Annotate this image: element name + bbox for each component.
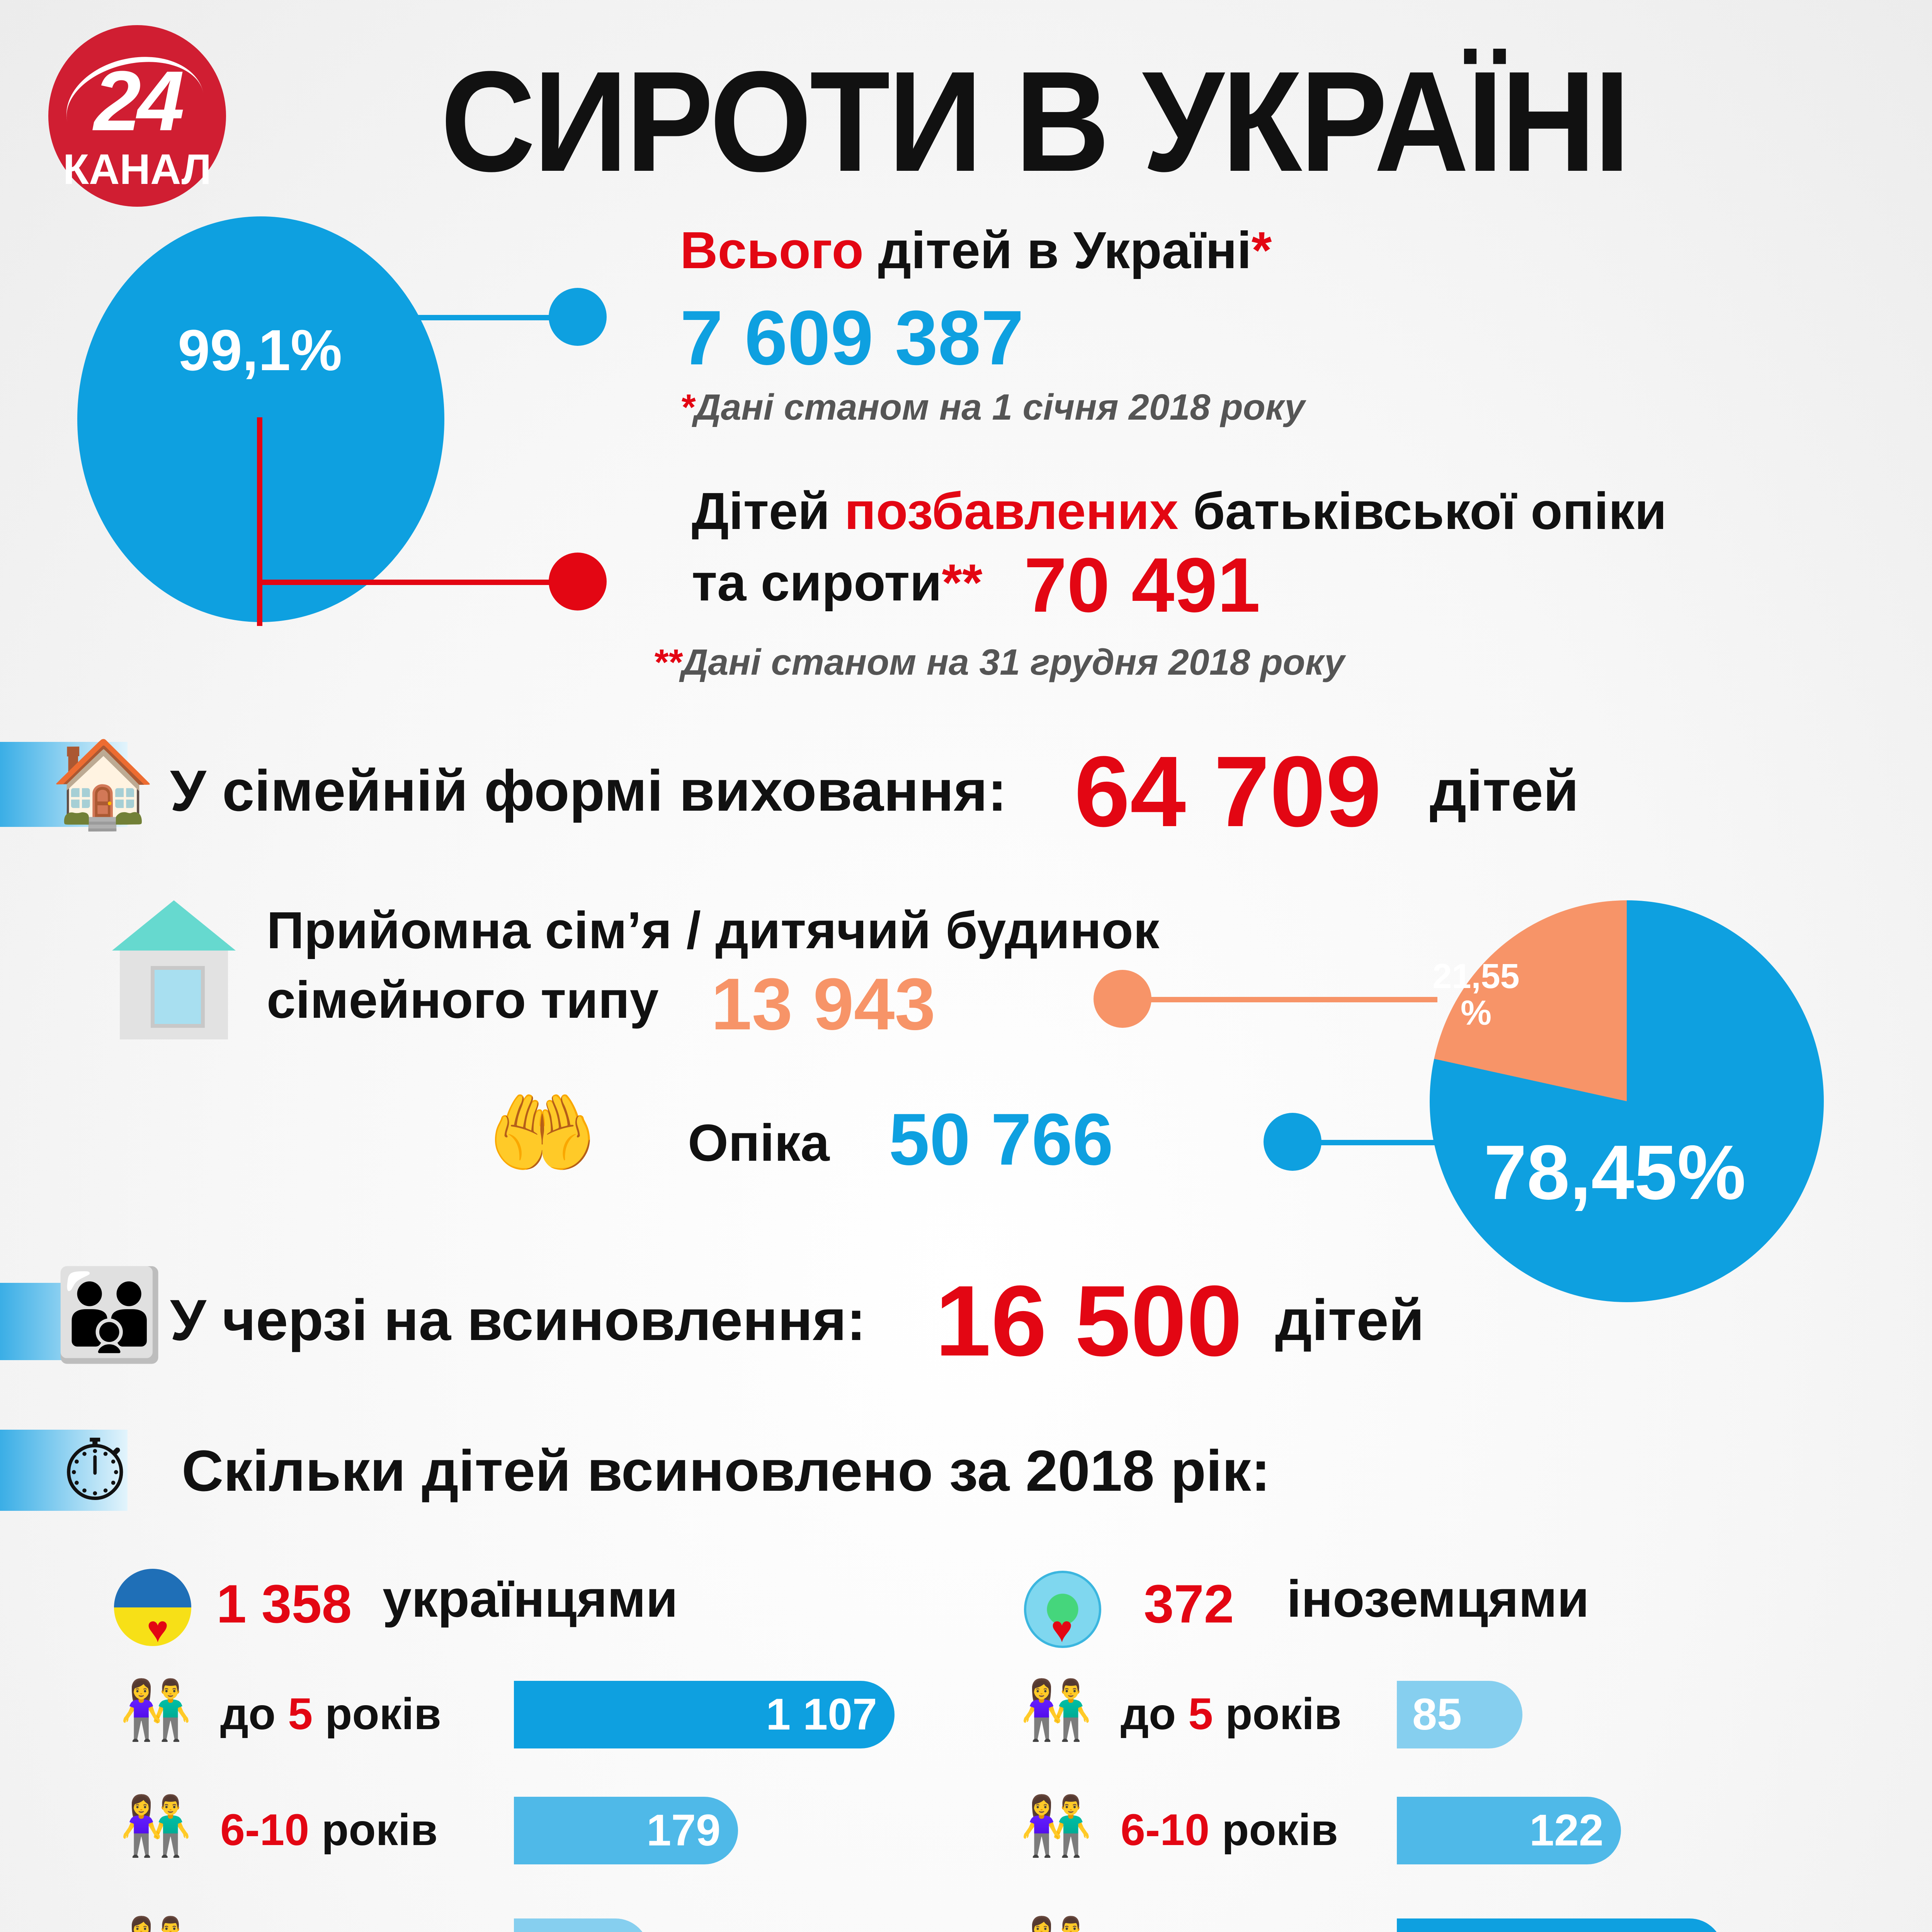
clock-heart-icon: ⏱ [62, 1423, 128, 1518]
foster-value: 13 943 [711, 963, 936, 1045]
foster-label-line2: сімейного типу [267, 971, 659, 1029]
house-icon [112, 900, 236, 1039]
globe-icon [1024, 1571, 1101, 1648]
connector-dot-blue [549, 288, 607, 346]
ukrainians-total: 1 358 [216, 1573, 352, 1634]
connector-line-blue [406, 315, 568, 320]
orphans-heading-line1: Дітей позбавлених батьківської опіки [692, 482, 1667, 540]
bar-foreign-under5: 85 [1397, 1681, 1522, 1748]
all-children-heading: Всього дітей в Україні* [680, 221, 1272, 279]
children-icon: 👫 [120, 1918, 192, 1932]
section-strip [0, 1430, 128, 1511]
guardianship-label: Опіка [688, 1114, 830, 1172]
children-icon: 👫 [1020, 1677, 1092, 1742]
family-form-pie-chart [1430, 900, 1824, 1302]
all-children-value: 7 609 387 [680, 295, 1024, 381]
bar-ua-6-10: 179 [514, 1797, 738, 1864]
children-icon: 👫 [120, 1677, 192, 1742]
logo-number: 24 [94, 53, 185, 148]
house-in-hand-icon: 🏠 [50, 736, 156, 831]
page-title: СИРОТИ В УКРАЇНІ [440, 42, 1630, 201]
connector-line-blue-2 [1291, 1140, 1437, 1145]
ukrainians-label: українцями [383, 1570, 678, 1628]
adopted-title: Скільки дітей всиновлено за 2018 рік: [182, 1438, 1270, 1503]
children-icon: 👫 [1020, 1793, 1092, 1858]
foster-pct-label: 21,55 % [1432, 957, 1520, 1032]
age-label: до 5 років [1121, 1689, 1342, 1739]
bar-foreign-11-17: 165 [1397, 1918, 1723, 1932]
connector-line-red [257, 580, 566, 585]
heart-icon: ♥ [147, 1609, 169, 1650]
orphans-note: **Дані станом на 31 грудня 2018 року [653, 642, 1345, 683]
connector-line-orange [1121, 997, 1437, 1002]
orphans-value: 70 491 [1024, 542, 1260, 628]
logo-text: КАНАЛ [63, 146, 211, 193]
orphans-heading-line2: та сироти** [692, 553, 983, 612]
section-strip [0, 1283, 128, 1360]
heart-in-hand-icon: 🤲 [487, 1083, 598, 1183]
foreigners-total: 372 [1144, 1573, 1234, 1634]
family-form-label: У сімейній формі виховання: [170, 758, 1007, 823]
children-icon: 👫 [120, 1793, 192, 1858]
guardianship-pct-label: 78,45% [1484, 1129, 1746, 1216]
orphan-slice-line [257, 417, 262, 626]
heart-icon: ♥ [1051, 1609, 1073, 1650]
all-children-note: *Дані станом на 1 січня 2018 року [680, 387, 1305, 428]
family-form-unit: дітей [1430, 758, 1579, 823]
guardianship-value: 50 766 [889, 1099, 1114, 1180]
age-label: 11-17 років [220, 1926, 460, 1932]
queue-value: 16 500 [935, 1265, 1243, 1377]
age-label: до 5 років [220, 1689, 441, 1739]
queue-unit: дітей [1275, 1287, 1424, 1352]
family-form-value: 64 709 [1074, 736, 1382, 848]
bar-ua-under5: 1 107 [514, 1681, 895, 1748]
total-pct-label: 99,1% [178, 318, 342, 383]
queue-label: У черзі на всиновлення: [170, 1287, 866, 1352]
foreigners-label: іноземцями [1287, 1570, 1589, 1628]
ukraine-flag-icon [114, 1569, 191, 1646]
family-icon: 👪 [54, 1265, 165, 1364]
age-label: 11-17 років [1121, 1926, 1360, 1932]
children-icon: 👫 [1020, 1918, 1092, 1932]
age-label: 6-10 років [220, 1805, 438, 1855]
age-label: 6-10 років [1121, 1805, 1338, 1855]
connector-dot-red [549, 553, 607, 611]
bar-foreign-6-10: 122 [1397, 1797, 1621, 1864]
section-strip [0, 742, 128, 827]
bar-ua-11-17: 72 [514, 1918, 649, 1932]
foster-label-line1: Прийомна сім’я / дитячий будинок [267, 901, 1160, 959]
channel-logo: 24 КАНАЛ [48, 25, 226, 207]
